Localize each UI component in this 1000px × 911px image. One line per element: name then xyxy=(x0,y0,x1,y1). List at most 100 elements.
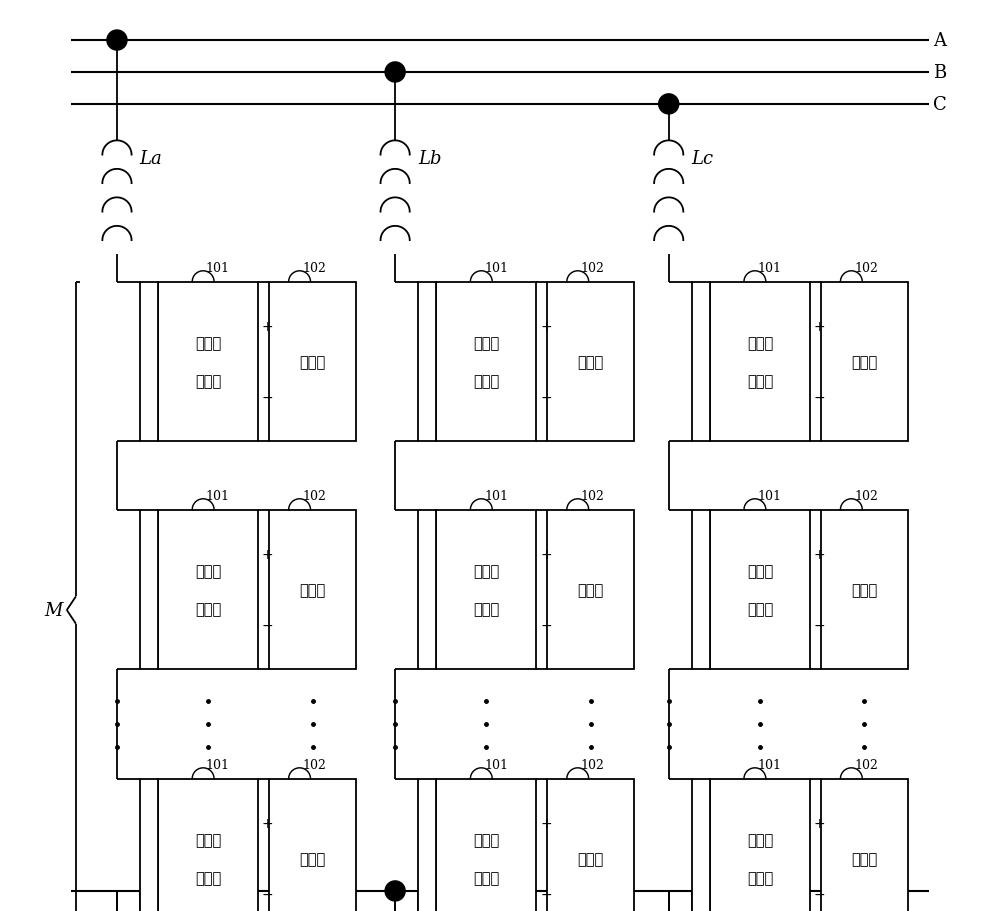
Text: 102: 102 xyxy=(854,262,878,275)
Bar xyxy=(692,510,710,670)
Bar xyxy=(710,510,810,670)
Bar xyxy=(710,282,810,442)
Text: 换电路: 换电路 xyxy=(195,601,221,617)
Text: A: A xyxy=(933,32,946,50)
Text: 101: 101 xyxy=(484,262,508,275)
Text: 101: 101 xyxy=(484,490,508,503)
Text: −: − xyxy=(262,886,274,901)
Text: 电池柜: 电池柜 xyxy=(299,851,326,866)
Bar xyxy=(436,282,536,442)
Text: +: + xyxy=(540,816,552,831)
Bar xyxy=(821,779,908,911)
Text: La: La xyxy=(140,150,163,169)
Text: 换电路: 换电路 xyxy=(473,601,499,617)
Text: 功率变: 功率变 xyxy=(473,335,499,351)
Text: 101: 101 xyxy=(758,490,782,503)
Bar xyxy=(269,282,356,442)
Text: 换电路: 换电路 xyxy=(473,870,499,885)
Circle shape xyxy=(385,63,405,83)
Text: +: + xyxy=(262,816,274,831)
Text: 电池柜: 电池柜 xyxy=(578,582,604,598)
Circle shape xyxy=(659,95,679,115)
Bar xyxy=(158,510,258,670)
Text: 功率变: 功率变 xyxy=(747,335,773,351)
Text: 101: 101 xyxy=(206,759,230,772)
Text: +: + xyxy=(540,548,552,562)
Bar xyxy=(418,510,436,670)
Text: +: + xyxy=(540,320,552,334)
Text: 换电路: 换电路 xyxy=(473,374,499,389)
Text: 换电路: 换电路 xyxy=(195,374,221,389)
Text: 102: 102 xyxy=(580,262,604,275)
Text: Lb: Lb xyxy=(418,150,441,169)
Text: 101: 101 xyxy=(758,759,782,772)
Text: 102: 102 xyxy=(302,262,326,275)
Text: 102: 102 xyxy=(302,759,326,772)
Text: 换电路: 换电路 xyxy=(747,601,773,617)
Text: 102: 102 xyxy=(580,490,604,503)
Text: 101: 101 xyxy=(206,490,230,503)
Bar xyxy=(158,282,258,442)
Bar xyxy=(140,779,158,911)
Bar xyxy=(692,282,710,442)
Text: −: − xyxy=(814,886,825,901)
Text: 102: 102 xyxy=(580,759,604,772)
Text: −: − xyxy=(540,390,552,404)
Text: 电池柜: 电池柜 xyxy=(851,851,877,866)
Text: 换电路: 换电路 xyxy=(747,870,773,885)
Text: 101: 101 xyxy=(758,262,782,275)
Text: 102: 102 xyxy=(302,490,326,503)
Text: 电池柜: 电池柜 xyxy=(299,354,326,370)
Bar xyxy=(821,510,908,670)
Bar xyxy=(418,282,436,442)
Text: −: − xyxy=(814,618,825,632)
Text: 功率变: 功率变 xyxy=(747,832,773,847)
Text: 功率变: 功率变 xyxy=(195,335,221,351)
Text: 功率变: 功率变 xyxy=(195,832,221,847)
Text: +: + xyxy=(814,320,825,334)
Text: 电池柜: 电池柜 xyxy=(578,354,604,370)
Text: 102: 102 xyxy=(854,490,878,503)
Bar xyxy=(436,779,536,911)
Circle shape xyxy=(107,31,127,51)
Bar xyxy=(140,282,158,442)
Text: −: − xyxy=(540,886,552,901)
Text: +: + xyxy=(262,320,274,334)
Text: 电池柜: 电池柜 xyxy=(578,851,604,866)
Bar xyxy=(692,779,710,911)
Text: 电池柜: 电池柜 xyxy=(851,354,877,370)
Text: M: M xyxy=(44,601,62,619)
Text: C: C xyxy=(933,96,947,114)
Bar xyxy=(436,510,536,670)
Bar xyxy=(821,282,908,442)
Text: −: − xyxy=(814,390,825,404)
Text: Lc: Lc xyxy=(692,150,714,169)
Text: 101: 101 xyxy=(484,759,508,772)
Text: 电池柜: 电池柜 xyxy=(299,582,326,598)
Bar xyxy=(269,510,356,670)
Text: +: + xyxy=(262,548,274,562)
Text: 功率变: 功率变 xyxy=(473,563,499,578)
Text: 功率变: 功率变 xyxy=(195,563,221,578)
Text: −: − xyxy=(540,618,552,632)
Bar xyxy=(418,779,436,911)
Text: +: + xyxy=(814,548,825,562)
Circle shape xyxy=(385,881,405,901)
Bar xyxy=(158,779,258,911)
Bar xyxy=(269,779,356,911)
Text: 换电路: 换电路 xyxy=(195,870,221,885)
Text: 102: 102 xyxy=(854,759,878,772)
Bar xyxy=(710,779,810,911)
Text: −: − xyxy=(262,390,274,404)
Text: 电池柜: 电池柜 xyxy=(851,582,877,598)
Text: 功率变: 功率变 xyxy=(747,563,773,578)
Text: 功率变: 功率变 xyxy=(473,832,499,847)
Text: −: − xyxy=(262,618,274,632)
Text: 换电路: 换电路 xyxy=(747,374,773,389)
Bar xyxy=(547,779,634,911)
Text: B: B xyxy=(933,64,946,82)
Text: +: + xyxy=(814,816,825,831)
Bar xyxy=(140,510,158,670)
Text: 101: 101 xyxy=(206,262,230,275)
Bar xyxy=(547,282,634,442)
